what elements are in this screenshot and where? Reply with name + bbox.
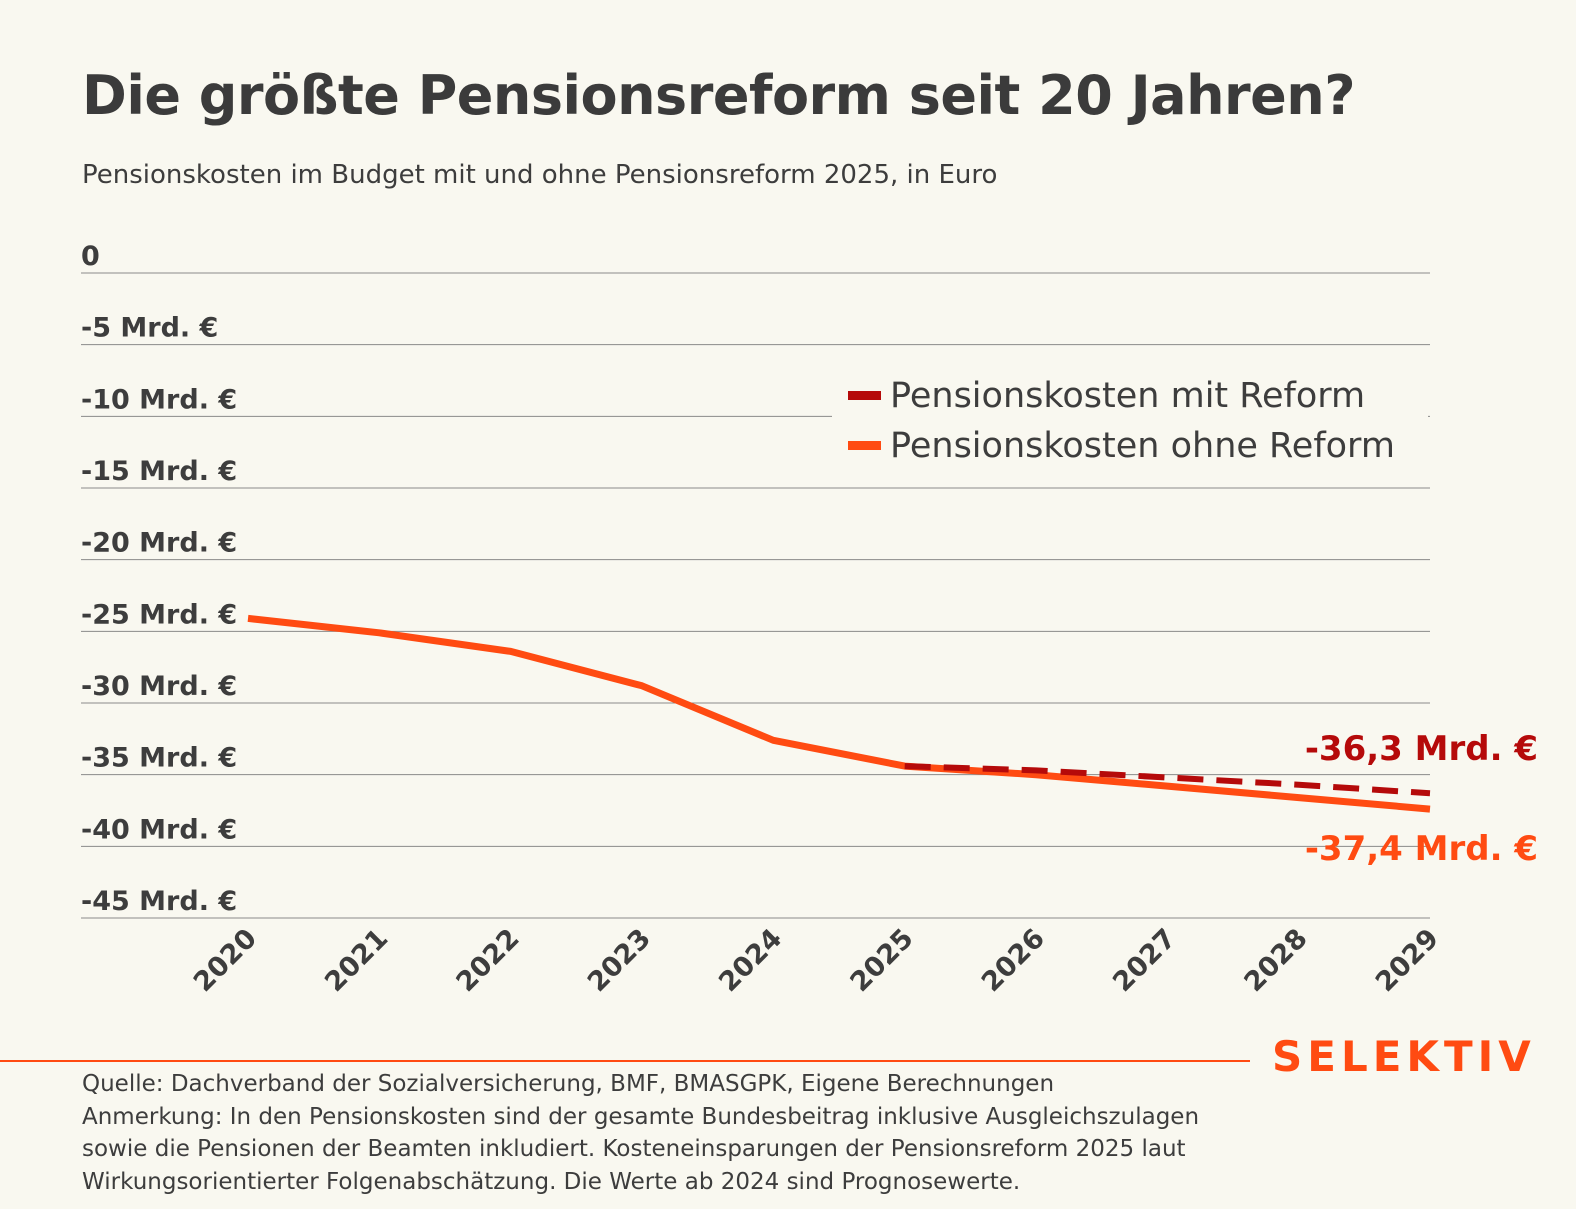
y-axis-ticks: 0 -5 Mrd. € -10 Mrd. € -15 Mrd. € -20 Mrd. €…: [81, 241, 237, 917]
series-line-without-reform: [247, 614, 1431, 813]
note-line: Wirkungsorientierter Folgenabschätzung. …: [82, 1168, 1021, 1195]
y-tick-label: -40 Mrd. €: [81, 814, 237, 845]
line-chart: 0 -5 Mrd. € -10 Mrd. € -15 Mrd. € -20 Mrd. €…: [81, 241, 1538, 998]
y-tick-label: 0: [81, 241, 100, 272]
footer-divider: [0, 1060, 1250, 1062]
x-tick-label: 2024: [713, 923, 788, 998]
legend-swatch: [848, 441, 881, 450]
legend-label: Pensionskosten mit Reform: [890, 376, 1365, 416]
chart-subtitle: Pensionskosten im Budget mit und ohne Pe…: [82, 160, 998, 190]
x-tick-label: 2025: [845, 923, 920, 998]
x-axis-ticks: 2020 2021 2022 2023 2024 2025 2026 2027 2028 2029: [188, 923, 1445, 998]
x-tick-label: 2027: [1107, 923, 1182, 998]
x-tick-label: 2029: [1370, 923, 1445, 998]
grid-lines: [81, 272, 1430, 919]
end-labels: -36,3 Mrd. € -37,4 Mrd. €: [1305, 729, 1538, 869]
x-tick-label: 2026: [976, 923, 1051, 998]
chart-title: Die größte Pensionsreform seit 20 Jahren…: [82, 64, 1356, 127]
y-tick-label: -25 Mrd. €: [81, 599, 237, 630]
note-line: sowie die Pensionen der Beamten inkludie…: [82, 1136, 1186, 1162]
note-line: Quelle: Dachverband der Sozialversicheru…: [82, 1071, 1055, 1097]
series-lines: [247, 614, 1431, 813]
x-tick-label: 2022: [451, 923, 526, 998]
x-tick-label: 2020: [188, 923, 263, 998]
y-tick-label: -15 Mrd. €: [81, 456, 237, 487]
note-line: Anmerkung: In den Pensionskosten sind de…: [82, 1103, 1200, 1130]
y-tick-label: -5 Mrd. €: [81, 313, 218, 344]
x-tick-label: 2028: [1239, 923, 1314, 998]
legend-label: Pensionskosten ohne Reform: [890, 426, 1395, 466]
y-tick-label: -45 Mrd. €: [81, 886, 237, 917]
x-tick-label: 2021: [319, 923, 394, 998]
legend-background: [832, 370, 1428, 474]
y-tick-label: -20 Mrd. €: [81, 528, 237, 559]
legend: Pensionskosten mit Reform Pensionskosten …: [832, 370, 1428, 474]
series-line-with-reform: [904, 763, 1431, 797]
end-value-label: -36,3 Mrd. €: [1305, 729, 1538, 769]
brand-logo: SELEKTIV: [1272, 1032, 1536, 1081]
source-notes: Quelle: Dachverband der Sozialversicheru…: [82, 1068, 1382, 1198]
end-value-label: -37,4 Mrd. €: [1305, 829, 1538, 869]
y-tick-label: -35 Mrd. €: [81, 743, 237, 774]
y-tick-label: -10 Mrd. €: [81, 384, 237, 415]
x-tick-label: 2023: [582, 923, 657, 998]
legend-swatch: [848, 391, 881, 400]
y-tick-label: -30 Mrd. €: [81, 671, 237, 702]
